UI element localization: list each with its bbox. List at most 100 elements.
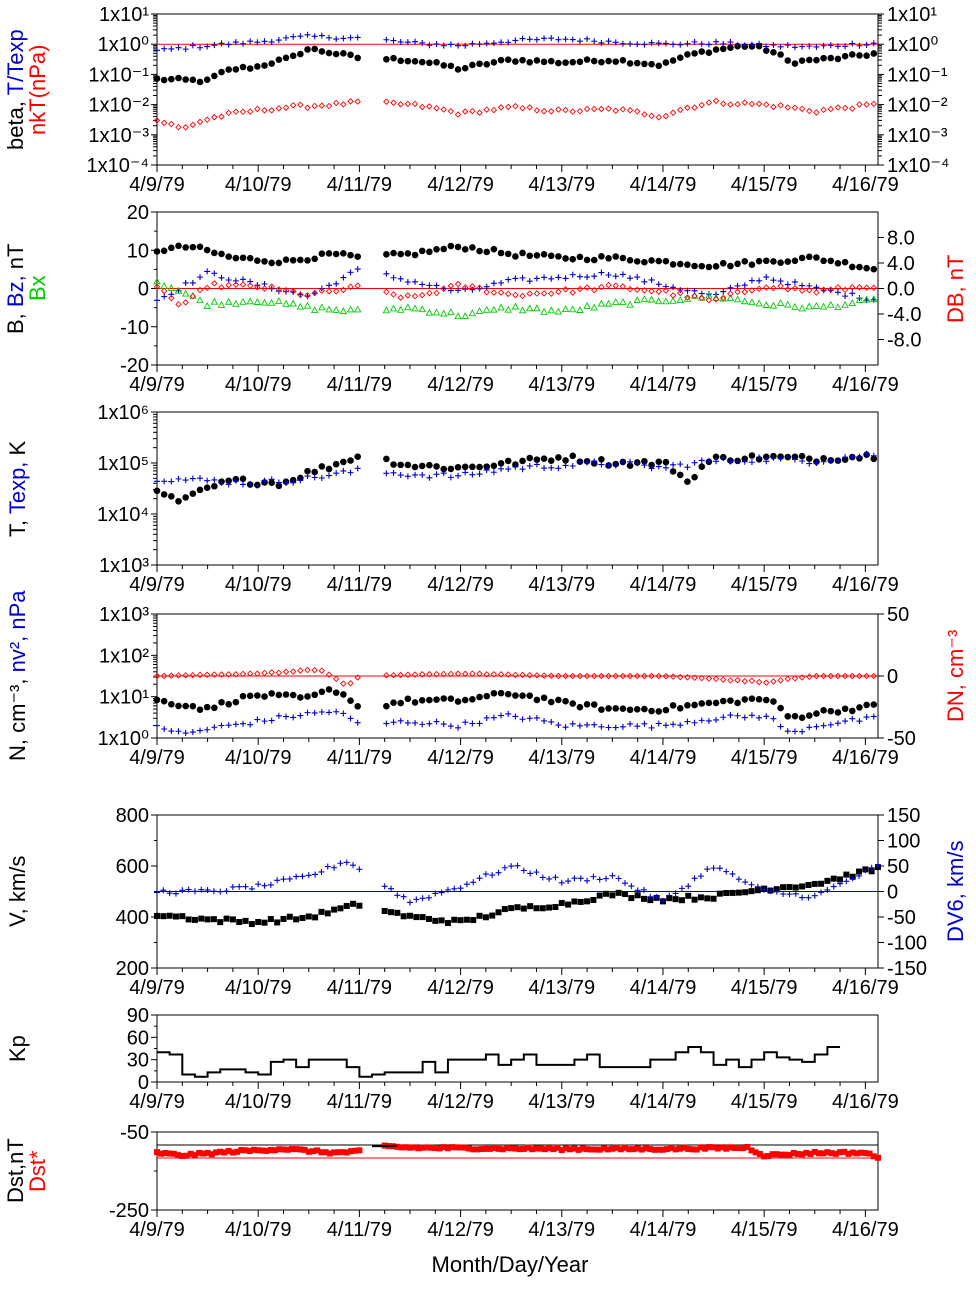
- data-point: [160, 697, 168, 705]
- data-point: [583, 56, 591, 63]
- data-point: [289, 52, 297, 60]
- data-point: [275, 669, 283, 676]
- data-point: [246, 108, 254, 115]
- data-point: [204, 886, 211, 893]
- data-point: [784, 728, 791, 735]
- data-point: [404, 303, 412, 311]
- data-point: [498, 279, 505, 286]
- data-point: [413, 896, 420, 903]
- data-point: [304, 666, 311, 674]
- data-point: [218, 40, 225, 47]
- data-point: [444, 919, 451, 926]
- data-point: [469, 283, 476, 290]
- data-point: [856, 453, 863, 460]
- data-point: [777, 723, 784, 730]
- data-point: [755, 257, 763, 265]
- data-point: [280, 1146, 287, 1153]
- axis-title-part: nT: [3, 243, 28, 269]
- data-point: [239, 281, 247, 288]
- y2-tick-label: 1x10⁰: [887, 34, 938, 56]
- data-point: [419, 914, 426, 921]
- data-point: [332, 287, 340, 295]
- data-point: [698, 101, 705, 109]
- data-point: [183, 1152, 190, 1159]
- data-point: [848, 51, 856, 58]
- data-point: [562, 462, 569, 469]
- data-point: [546, 875, 553, 882]
- data-point: [662, 112, 670, 120]
- y2-tick-label: -50: [887, 728, 916, 750]
- data-point: [512, 1145, 519, 1152]
- data-point: [259, 1147, 266, 1154]
- data-point: [304, 292, 311, 299]
- data-point: [540, 672, 548, 679]
- x-tick-label: 4/16/79: [832, 574, 899, 596]
- data-point: [798, 674, 806, 681]
- y-tick-label: 400: [116, 907, 149, 929]
- data-point: [827, 457, 834, 464]
- data-point: [569, 58, 577, 66]
- data-point: [598, 455, 605, 463]
- data-point: [837, 1149, 844, 1156]
- axis-title-part: N, cm⁻³,: [5, 672, 30, 762]
- data-point: [761, 886, 768, 893]
- data-point: [597, 299, 606, 307]
- data-point: [426, 282, 433, 289]
- data-point: [204, 916, 211, 923]
- data-point: [318, 1149, 325, 1156]
- data-point: [312, 871, 319, 878]
- data-point: [239, 63, 247, 71]
- data-point: [853, 1150, 860, 1157]
- data-point: [834, 55, 842, 63]
- data-point: [354, 34, 361, 41]
- data-point: [185, 886, 192, 893]
- data-point: [191, 1152, 198, 1159]
- data-point: [555, 106, 562, 113]
- data-point: [684, 294, 691, 301]
- data-point: [508, 863, 515, 870]
- data-point: [552, 904, 559, 911]
- data-point: [290, 479, 297, 486]
- data-point: [723, 890, 730, 897]
- data-point: [447, 282, 455, 290]
- y-axis-title-temp: T, Texp, K: [5, 440, 30, 536]
- data-point: [440, 245, 448, 253]
- data-point: [239, 692, 247, 700]
- data-point: [533, 696, 541, 704]
- data-point: [576, 703, 584, 711]
- data-point: [641, 720, 648, 727]
- data-point: [439, 309, 448, 317]
- data-point: [770, 103, 777, 111]
- data-point: [333, 708, 340, 715]
- data-point: [562, 275, 569, 282]
- data-point: [196, 486, 204, 494]
- x-tick-label: 4/16/79: [832, 1219, 899, 1241]
- data-point: [619, 297, 627, 305]
- data-point: [856, 101, 863, 108]
- data-point: [541, 35, 548, 42]
- data-point: [584, 459, 591, 466]
- data-point: [619, 672, 627, 680]
- data-point: [784, 713, 792, 720]
- data-point: [849, 290, 856, 297]
- data-point: [354, 282, 361, 289]
- data-point: [626, 107, 634, 114]
- data-point: [397, 294, 404, 301]
- data-point: [461, 64, 469, 72]
- y2-tick-label: 1x10⁻²: [887, 95, 948, 117]
- data-point: [161, 45, 168, 52]
- data-point: [324, 910, 331, 917]
- data-point: [727, 677, 734, 684]
- data-point: [400, 893, 407, 900]
- data-point: [289, 668, 297, 675]
- data-point: [841, 705, 849, 713]
- data-point: [425, 308, 434, 316]
- data-point: [444, 1145, 451, 1152]
- data-point: [784, 42, 791, 49]
- data-point: [318, 708, 325, 715]
- data-point: [558, 1147, 565, 1154]
- axis-title-part: K: [5, 440, 30, 456]
- data-point: [742, 879, 749, 886]
- data-point: [706, 1144, 713, 1151]
- x-tick-label: 4/10/79: [225, 977, 292, 999]
